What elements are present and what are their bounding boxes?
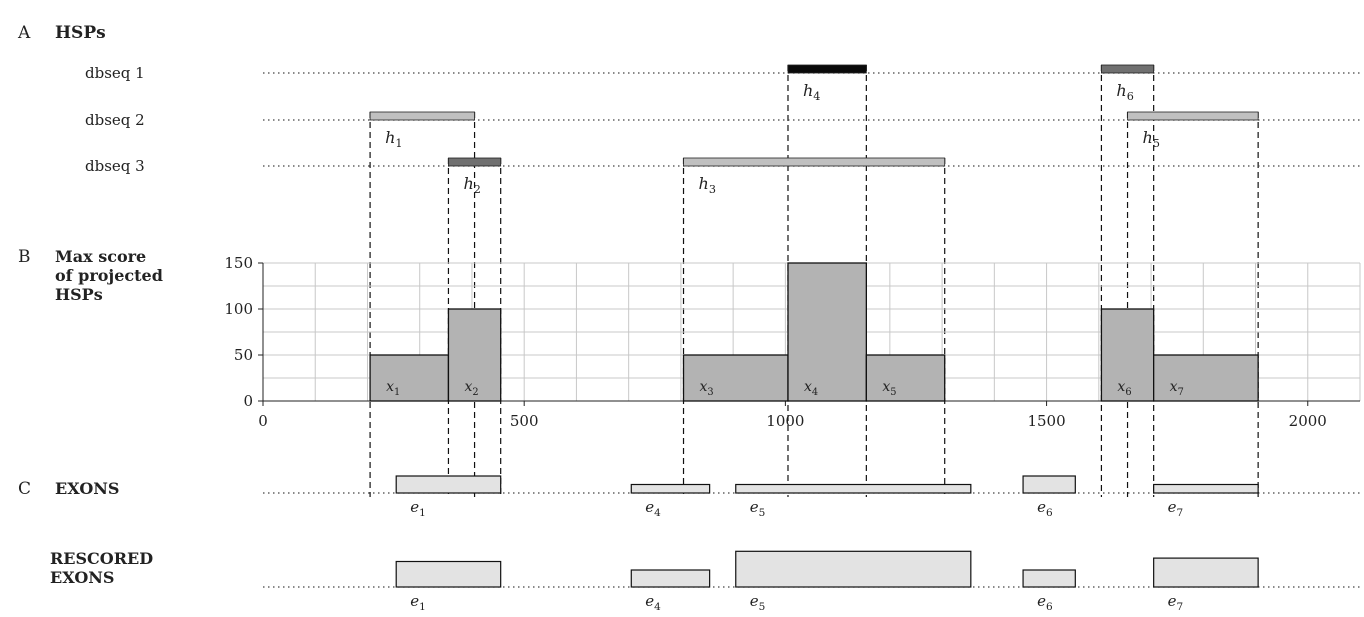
hsp-bars: h1 h2 h3 h4 h6 h5 [369, 64, 1259, 196]
score-bar-label-x7: x7 [1170, 379, 1184, 398]
panel-d-title-line1: RESCORED [50, 549, 153, 568]
hsp-bar-h5 [1127, 111, 1259, 121]
panel-c-letter: C [18, 479, 31, 499]
rescored-exon-box-e6 [1022, 569, 1076, 588]
rescored-exon-box-e7 [1153, 557, 1259, 588]
score-bar-label-x2: x2 [464, 379, 478, 398]
panel-b: B Max score of projected HSPs 0501001500… [18, 247, 1361, 430]
score-bar-x4 [787, 262, 867, 402]
score-bar-label-x3: x3 [700, 379, 714, 398]
panel-d: RESCORED EXONS e1 e4 e5 e6 e7 [50, 549, 1360, 613]
hsp-label-h6: h6 [1116, 81, 1133, 103]
track-rows: dbseq 1 dbseq 2 dbseq 3 [85, 64, 1360, 175]
rescored-exon-label-e7: e7 [1168, 592, 1184, 613]
score-bar-label-x6: x6 [1117, 379, 1131, 398]
y-tick-label: 100 [224, 300, 253, 318]
hsp-label-h5: h5 [1143, 128, 1160, 150]
score-bar-x6 [1100, 308, 1155, 402]
y-tick-label: 0 [243, 392, 253, 410]
score-bar-label-x1: x1 [386, 379, 400, 398]
hsp-bar-h4 [787, 64, 867, 74]
exon-box-e7 [1153, 483, 1259, 494]
exon-label-e7: e7 [1168, 498, 1184, 519]
hsp-label-h1: h1 [385, 128, 402, 150]
exon-box-e4 [630, 483, 711, 494]
panel-a-title: HSPs [55, 23, 106, 43]
hsp-bar-h3 [683, 157, 946, 167]
exon-label-e4: e4 [645, 498, 661, 519]
rescored-exon-label-e4: e4 [645, 592, 661, 613]
y-tick-label: 150 [224, 254, 253, 272]
panel-c-title: EXONS [55, 479, 119, 498]
hsp-bar-h2 [448, 157, 502, 167]
x-tick-label: 1000 [766, 412, 804, 430]
rescored-exon-boxes: e1 e4 e5 e6 e7 [263, 550, 1360, 613]
score-bar-x7 [1153, 354, 1259, 402]
x-tick-label: 2000 [1289, 412, 1327, 430]
y-tick-label: 50 [234, 346, 253, 364]
rescored-exon-box-e1 [395, 560, 502, 588]
hsp-label-h2: h2 [463, 174, 480, 196]
hsp-bar-h1 [369, 111, 475, 121]
x-tick-label: 500 [510, 412, 539, 430]
panel-b-title-line1: Max score [55, 247, 146, 266]
rescored-exon-box-e5 [735, 550, 972, 588]
exon-box-e5 [735, 483, 972, 494]
exon-label-e6: e6 [1037, 498, 1053, 519]
track-label-2: dbseq 2 [85, 111, 145, 129]
hsp-label-h3: h3 [699, 174, 716, 196]
exon-label-e1: e1 [410, 498, 426, 519]
x-tick-label: 1500 [1027, 412, 1065, 430]
score-bar-x5 [865, 354, 946, 402]
panel-c: C EXONS e1 e4 e5 e6 e7 [18, 475, 1360, 519]
panel-b-letter: B [18, 247, 31, 267]
exon-box-e6 [1022, 475, 1076, 494]
exon-boxes: e1 e4 e5 e6 e7 [263, 475, 1360, 519]
track-label-1: dbseq 1 [85, 64, 145, 82]
x-tick-label: 0 [258, 412, 268, 430]
hsp-bar-h6 [1101, 64, 1155, 74]
panel-a-letter: A [17, 23, 31, 43]
hsp-label-h4: h4 [803, 81, 820, 103]
score-bar-x3 [682, 354, 789, 402]
exon-box-e1 [395, 475, 502, 494]
score-bar-label-x5: x5 [882, 379, 896, 398]
track-label-3: dbseq 3 [85, 157, 145, 175]
panel-b-title-line2: of projected [55, 266, 163, 285]
score-bar-x1 [369, 354, 450, 402]
rescored-exon-label-e1: e1 [410, 592, 426, 613]
rescored-exon-label-e5: e5 [750, 592, 766, 613]
rescored-exon-box-e4 [630, 569, 711, 588]
score-bar-label-x4: x4 [804, 379, 818, 398]
panel-d-title-line2: EXONS [50, 568, 114, 587]
rescored-exon-label-e6: e6 [1037, 592, 1053, 613]
exon-label-e5: e5 [750, 498, 766, 519]
score-bar-x2 [447, 308, 502, 402]
panel-b-title-line3: HSPs [55, 285, 103, 304]
